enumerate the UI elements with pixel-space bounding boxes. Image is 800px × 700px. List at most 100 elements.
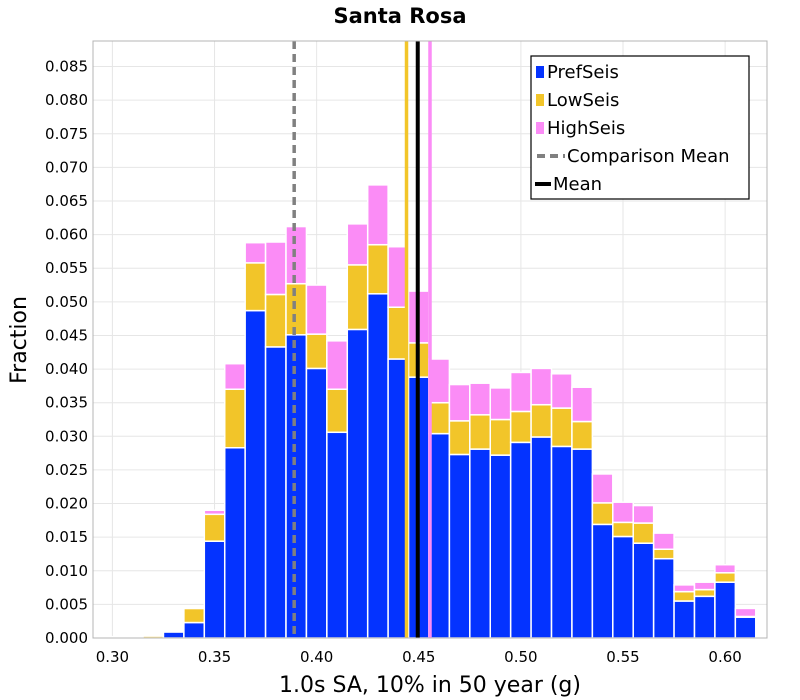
y-tick-label: 0.040 xyxy=(45,360,88,378)
bar-highseis xyxy=(693,581,716,591)
bar-lowseis xyxy=(244,262,267,312)
bar-prefseis xyxy=(203,540,226,639)
bar-prefseis xyxy=(591,523,614,639)
bar-highseis xyxy=(714,563,737,574)
x-tick-label: 0.55 xyxy=(606,648,639,666)
y-tick-label: 0.015 xyxy=(45,528,88,546)
bar-highseis xyxy=(734,607,757,618)
x-tick-label: 0.45 xyxy=(402,648,435,666)
bar-lowseis xyxy=(223,388,246,449)
bar-lowseis xyxy=(489,418,512,456)
bar-prefseis xyxy=(652,557,675,639)
bar-highseis xyxy=(571,386,594,423)
y-tick-label: 0.000 xyxy=(45,629,88,647)
axes: 0.000 0.005 0.010 0.015 0.020 0.025 0.030 0.035… xyxy=(45,40,768,666)
y-tick-label: 0.080 xyxy=(45,91,88,109)
bar-lowseis xyxy=(632,522,655,544)
bar-highseis xyxy=(346,223,369,266)
bar-lowseis xyxy=(162,630,185,633)
bar-highseis xyxy=(285,225,308,285)
bar-lowseis xyxy=(550,407,573,448)
bar-highseis xyxy=(612,501,634,524)
bar-lowseis xyxy=(530,403,553,438)
bar-highseis xyxy=(203,509,226,516)
bar-lowseis xyxy=(305,333,328,370)
bar-prefseis xyxy=(326,431,349,639)
bar-lowseis xyxy=(264,293,287,348)
bar-highseis xyxy=(223,362,246,390)
legend-label: Comparison Mean xyxy=(567,146,730,167)
bar-prefseis xyxy=(550,445,573,639)
y-tick-label: 0.005 xyxy=(45,595,88,613)
bar-lowseis xyxy=(366,243,389,295)
bar-prefseis xyxy=(469,448,492,639)
bar-highseis xyxy=(366,184,389,246)
y-tick-label: 0.020 xyxy=(45,495,88,513)
bar-lowseis xyxy=(428,401,451,435)
y-tick-label: 0.085 xyxy=(45,58,88,76)
y-tick-label: 0.075 xyxy=(45,125,88,143)
bar-lowseis xyxy=(203,513,226,542)
plot-border xyxy=(92,40,768,639)
bar-lowseis xyxy=(652,548,675,560)
x-tick-label: 0.40 xyxy=(300,648,333,666)
legend-swatch xyxy=(536,66,544,78)
bar-prefseis xyxy=(183,621,206,639)
bar-highseis xyxy=(448,383,471,422)
legend-label: LowSeis xyxy=(547,90,619,111)
y-tick-label: 0.030 xyxy=(45,427,88,445)
bar-prefseis xyxy=(571,448,594,639)
bar-prefseis xyxy=(162,631,185,639)
bar-lowseis xyxy=(346,264,369,331)
bar-highseis xyxy=(673,584,696,593)
bar-lowseis xyxy=(326,388,349,434)
bar-prefseis xyxy=(673,600,696,639)
y-tick-label: 0.025 xyxy=(45,461,88,479)
bar-highseis xyxy=(142,634,165,637)
x-tick-label: 0.50 xyxy=(504,648,537,666)
chart-title: Santa Rosa xyxy=(333,4,466,28)
bar-prefseis xyxy=(428,432,451,639)
x-tick-label: 0.35 xyxy=(198,648,231,666)
bar-lowseis xyxy=(285,282,308,336)
legend-swatch xyxy=(536,94,544,106)
bar-prefseis xyxy=(346,328,369,639)
legend: PrefSeis LowSeis HighSeis Comparison Mean Me… xyxy=(530,55,750,200)
bar-prefseis xyxy=(734,616,757,639)
bar-highseis xyxy=(264,241,287,296)
bar-highseis xyxy=(550,373,573,409)
bar-prefseis xyxy=(264,346,287,639)
bar-prefseis xyxy=(223,446,246,639)
bar-lowseis xyxy=(693,588,716,598)
bar-prefseis xyxy=(366,293,389,639)
bar-lowseis xyxy=(571,420,594,450)
bar-prefseis xyxy=(612,535,634,639)
bar-highseis xyxy=(428,358,451,404)
bar-highseis xyxy=(121,635,144,639)
bar-prefseis xyxy=(489,454,512,639)
y-axis-label: Fraction xyxy=(7,296,32,384)
y-tick-label: 0.050 xyxy=(45,293,88,311)
bar-highseis xyxy=(530,367,553,406)
bar-highseis xyxy=(305,284,328,335)
legend-swatch xyxy=(536,122,544,134)
bar-lowseis xyxy=(673,590,696,602)
bar-lowseis xyxy=(714,572,737,583)
x-tick-label: 0.60 xyxy=(708,648,741,666)
x-tick-label: 0.30 xyxy=(96,648,129,666)
legend-label: Mean xyxy=(553,174,602,195)
x-axis-label: 1.0s SA, 10% in 50 year (g) xyxy=(279,673,581,698)
bar-lowseis xyxy=(448,420,471,456)
bar-prefseis xyxy=(509,441,532,639)
bar-highseis xyxy=(183,606,206,610)
bar-prefseis xyxy=(244,309,267,639)
bar-highseis xyxy=(244,241,267,264)
reference-lines xyxy=(292,41,432,638)
bar-prefseis xyxy=(693,595,716,639)
bar-lowseis xyxy=(509,410,532,444)
bar-prefseis xyxy=(530,436,553,639)
y-tick-label: 0.060 xyxy=(45,226,88,244)
legend-box xyxy=(530,55,750,200)
legend-label: HighSeis xyxy=(547,118,625,139)
